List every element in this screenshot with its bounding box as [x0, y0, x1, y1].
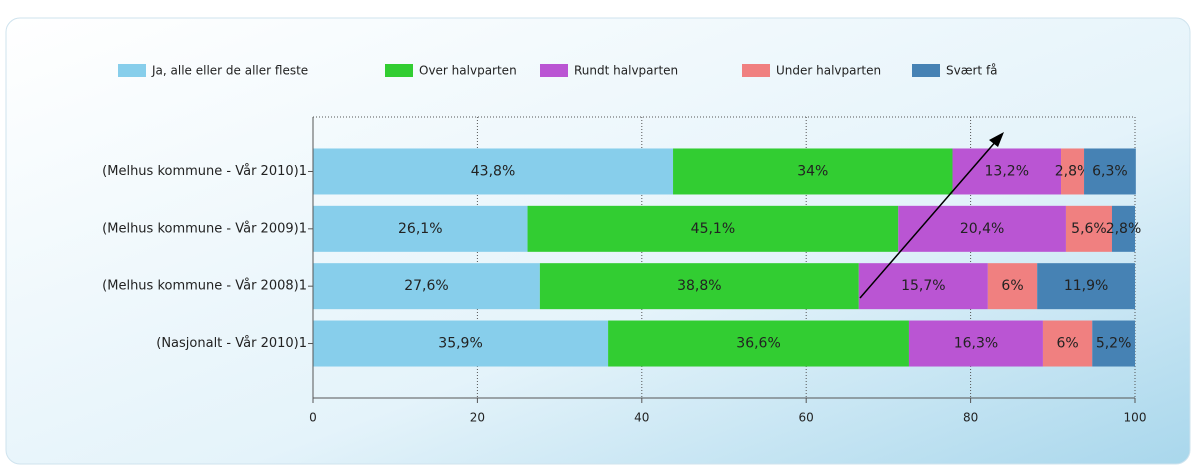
- value-label: 2,8%: [1055, 163, 1091, 179]
- value-label: 35,9%: [438, 336, 482, 352]
- value-label: 16,3%: [954, 336, 998, 352]
- value-label: 6%: [1001, 278, 1023, 294]
- legend-label: Svært få: [946, 64, 998, 78]
- bar-segment: [539, 263, 859, 310]
- bar-segment: [313, 263, 540, 310]
- x-tick-label: 0: [309, 411, 317, 425]
- plot-area: 0 20 40 60 80 100 (Melhus kommune - Vår 2010)1…: [102, 64, 1146, 425]
- value-label: 15,7%: [901, 278, 945, 294]
- y-tick-label: (Melhus kommune - Vår 2009)1: [102, 221, 307, 236]
- value-label: 36,6%: [736, 336, 780, 352]
- arrow-head: [989, 132, 1004, 147]
- legend-label: Rundt halvparten: [574, 64, 678, 78]
- y-tick-label: (Nasjonalt - Vår 2010)1: [156, 336, 307, 351]
- legend-swatch: [742, 64, 770, 77]
- legend-swatch: [118, 64, 146, 77]
- bar-segment: [987, 263, 1038, 310]
- value-label: 26,1%: [398, 221, 442, 237]
- value-label: 45,1%: [691, 221, 735, 237]
- y-tick-label: (Melhus kommune - Vår 2008)1: [102, 279, 307, 294]
- legend-label: Ja, alle eller de aller fleste: [151, 64, 308, 78]
- bar-segment: [1061, 148, 1085, 195]
- value-label: 5,6%: [1071, 221, 1107, 237]
- value-label: 6,3%: [1092, 163, 1128, 179]
- bar-segment: [673, 148, 953, 195]
- bar-segment: [527, 205, 899, 252]
- bar-segment: [898, 205, 1066, 252]
- bar-segment: [1092, 320, 1135, 367]
- bar-segment: [313, 148, 674, 195]
- y-tick-label: (Melhus kommune - Vår 2010)1: [102, 164, 307, 179]
- bar-segment: [1111, 205, 1135, 252]
- value-label: 13,2%: [985, 163, 1029, 179]
- x-tick-label: 100: [1124, 411, 1147, 425]
- x-tick-label: 20: [470, 411, 485, 425]
- legend-swatch: [540, 64, 568, 77]
- x-tick-label: 40: [634, 411, 649, 425]
- bar-segment: [1037, 263, 1135, 310]
- legend-swatch: [385, 64, 413, 77]
- bar-segment: [858, 263, 988, 310]
- legend-label: Over halvparten: [419, 64, 517, 78]
- bar-segment: [1084, 148, 1136, 195]
- value-label: 27,6%: [404, 278, 448, 294]
- value-label: 38,8%: [677, 278, 721, 294]
- value-label: 43,8%: [471, 163, 515, 179]
- arrow: [859, 139, 998, 299]
- bar-segment: [313, 205, 528, 252]
- x-tick-label: 80: [963, 411, 978, 425]
- bar-segment: [1042, 320, 1093, 367]
- bar-segment: [1065, 205, 1112, 252]
- value-label: 20,4%: [960, 221, 1004, 237]
- bar-segment: [608, 320, 909, 367]
- value-label: 2,8%: [1106, 221, 1142, 237]
- legend-label: Under halvparten: [776, 64, 881, 78]
- value-label: 6%: [1056, 336, 1078, 352]
- value-label: 11,9%: [1064, 278, 1108, 294]
- value-label: 5,2%: [1096, 336, 1132, 352]
- legend-swatch: [912, 64, 940, 77]
- bar-segment: [908, 320, 1043, 367]
- x-tick-label: 60: [799, 411, 814, 425]
- value-label: 34%: [797, 163, 828, 179]
- bar-segment: [313, 320, 609, 367]
